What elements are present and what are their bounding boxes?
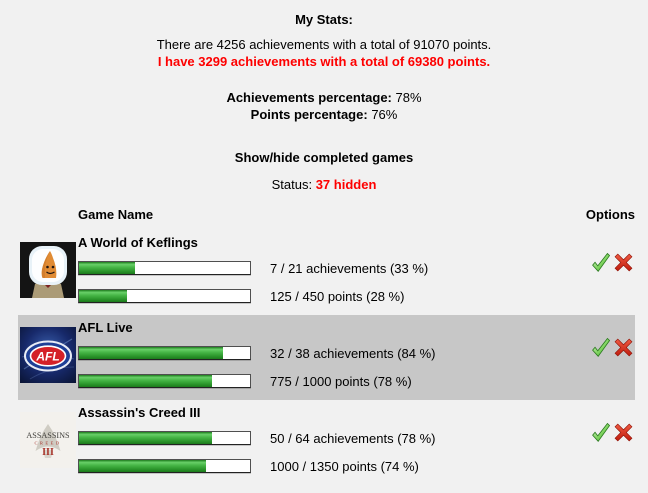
game-row: A World of Keflings 7 / 21 achievements …: [18, 230, 635, 315]
game-info-cell: A World of Keflings 7 / 21 achievements …: [78, 236, 635, 303]
options-cell: [590, 252, 633, 275]
points-progress-line: 1000 / 1350 points (74 %): [78, 459, 635, 473]
points-label: 775 / 1000 points (78 %): [270, 373, 412, 389]
complete-game-button[interactable]: [590, 337, 611, 360]
achievements-label: 32 / 38 achievements (84 %): [270, 345, 436, 361]
column-options: Options: [585, 207, 635, 222]
keflings-game-icon: [20, 241, 76, 298]
hide-game-button[interactable]: [614, 338, 633, 359]
hide-game-button[interactable]: [614, 423, 633, 444]
points-progress-line: 125 / 450 points (28 %): [78, 289, 635, 303]
points-progress-fill: [79, 460, 206, 472]
stats-title: My Stats:: [295, 12, 353, 27]
svg-text:III: III: [42, 447, 54, 458]
games-table: Game Name Options A World of Keflings: [18, 208, 635, 485]
status-line: Status: 37 hidden: [0, 178, 648, 191]
points-progressbar: [78, 374, 251, 388]
game-icon-cell: ASSASSINS CREED III: [18, 406, 78, 473]
points-percentage-value: 76%: [371, 107, 398, 122]
options-cell: [590, 337, 633, 360]
stats-section: My Stats: There are 4256 achievements wi…: [0, 13, 648, 191]
x-icon: [614, 338, 633, 357]
check-icon: [592, 422, 611, 442]
game-icon-cell: AFL: [18, 321, 78, 388]
game-info-cell: AFL Live 32 / 38 achievements (84 %) 775…: [78, 321, 635, 388]
points-progress-fill: [79, 290, 127, 302]
achievements-progressbar: [78, 346, 251, 360]
points-progress-line: 775 / 1000 points (78 %): [78, 374, 635, 388]
achievements-percentage-line: Achievements percentage: 78%: [0, 91, 648, 104]
achievements-label: 50 / 64 achievements (78 %): [270, 430, 436, 446]
hide-game-button[interactable]: [614, 253, 633, 274]
column-game-name: Game Name: [78, 207, 154, 222]
achievements-label: 7 / 21 achievements (33 %): [270, 260, 429, 276]
check-icon: [592, 337, 611, 357]
game-info-cell: Assassin's Creed III 50 / 64 achievement…: [78, 406, 635, 473]
x-icon: [614, 423, 633, 442]
points-percentage-line: Points percentage: 76%: [0, 108, 648, 121]
complete-game-button[interactable]: [590, 252, 611, 275]
achievements-progress-line: 7 / 21 achievements (33 %): [78, 261, 635, 275]
svg-text:ASSASSINS: ASSASSINS: [26, 431, 70, 440]
game-row: AFL AFL Live 32 / 38 achievements (84 %)…: [18, 315, 635, 400]
game-title[interactable]: A World of Keflings: [78, 235, 198, 250]
svg-text:CREED: CREED: [34, 440, 61, 445]
game-title[interactable]: AFL Live: [78, 320, 133, 335]
achievements-progressbar: [78, 261, 251, 275]
achievements-progress-line: 50 / 64 achievements (78 %): [78, 431, 635, 445]
points-progressbar: [78, 289, 251, 303]
check-icon: [592, 252, 611, 272]
achievements-percentage-value: 78%: [395, 90, 422, 105]
achievements-progress-fill: [79, 347, 223, 359]
achievements-progressbar: [78, 431, 251, 445]
afl-live-game-icon: AFL: [20, 326, 76, 383]
complete-game-button[interactable]: [590, 422, 611, 445]
points-progressbar: [78, 459, 251, 473]
status-value: 37 hidden: [315, 177, 377, 192]
show-hide-completed-toggle[interactable]: Show/hide completed games: [234, 150, 414, 165]
my-achievements-line: I have 3299 achievements with a total of…: [157, 54, 491, 69]
assassins-creed-3-game-icon: ASSASSINS CREED III: [20, 411, 76, 468]
points-progress-fill: [79, 375, 213, 387]
status-label: Status:: [271, 177, 313, 192]
achievements-percentage-label: Achievements percentage:: [226, 90, 392, 105]
game-row: ASSASSINS CREED III Assassin's Creed III…: [18, 400, 635, 485]
game-title[interactable]: Assassin's Creed III: [78, 405, 201, 420]
table-header: Game Name Options: [18, 208, 635, 221]
points-label: 1000 / 1350 points (74 %): [270, 458, 419, 474]
achievements-progress-line: 32 / 38 achievements (84 %): [78, 346, 635, 360]
points-percentage-label: Points percentage:: [250, 107, 368, 122]
points-label: 125 / 450 points (28 %): [270, 288, 405, 304]
achievements-progress-fill: [79, 432, 213, 444]
achievements-progress-fill: [79, 262, 136, 274]
x-icon: [614, 253, 633, 272]
svg-text:AFL: AFL: [35, 349, 59, 363]
game-icon-cell: [18, 236, 78, 303]
total-achievements-line: There are 4256 achievements with a total…: [156, 37, 492, 52]
options-cell: [590, 422, 633, 445]
